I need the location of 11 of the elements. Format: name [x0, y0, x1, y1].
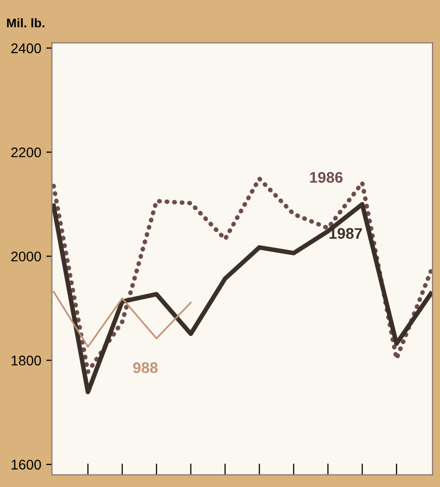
y-tick-label: 1600	[12, 460, 41, 470]
line-series	[52, 290, 192, 348]
line-series	[52, 202, 433, 394]
series-label: 988	[133, 362, 158, 374]
y-axis-title: Mil. lb.	[7, 18, 44, 28]
y-tick-label: 2000	[11, 252, 41, 262]
y-tick-label: 2200	[11, 147, 41, 158]
series-label: 1986	[310, 172, 343, 183]
y-tick-label: 1800	[12, 356, 41, 366]
series-label: 1987	[330, 228, 362, 239]
y-tick-label: 2400	[11, 43, 41, 54]
